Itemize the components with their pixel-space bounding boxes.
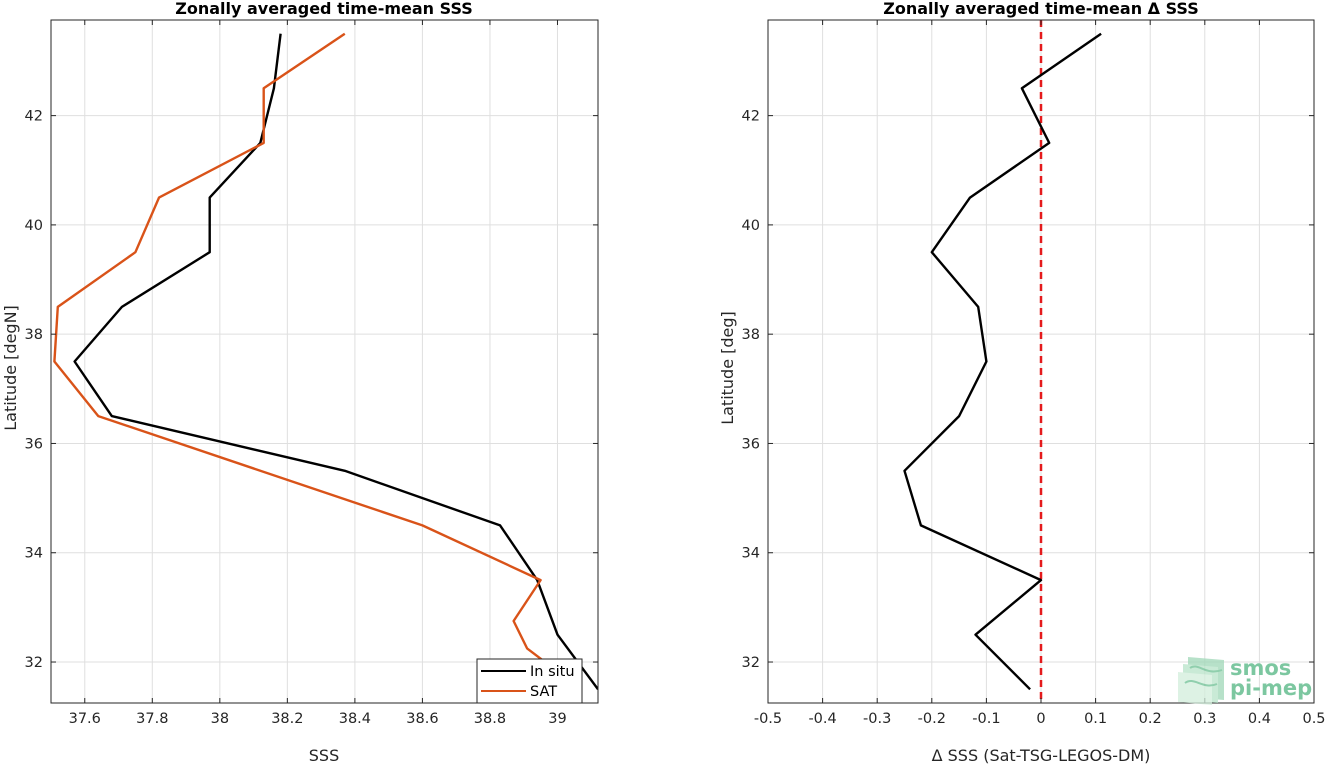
right-y-tick-label: 38 [742,327,760,343]
logo-text-smos: smos [1230,656,1291,680]
left-y-label: Latitude [degN] [1,305,20,431]
left-y-tick-label: 36 [25,436,43,452]
right-x-tick-label: 0.2 [1139,711,1162,727]
left-panel: 37.6 37.8 38 38.2 38.4 38.6 38.8 39 32 34 36 38 40 4… [1,0,599,764]
right-x-tick-label: -0.3 [863,711,891,727]
right-x-label: Δ SSS (Sat-TSG-LEGOS-DM) [932,746,1151,764]
right-y-tick-label: 40 [742,218,760,234]
left-title: Zonally averaged time-mean SSS [175,0,473,18]
logo-text-pi-mep: pi-mep [1230,676,1312,700]
right-x-tick-label: 0 [1036,711,1045,727]
right-x-ticks: -0.5 -0.4 -0.3 -0.2 -0.1 0 0.1 0.2 0.3 0.4 0.5 [754,20,1326,727]
right-panel: -0.5 -0.4 -0.3 -0.2 -0.1 0 0.1 0.2 0.3 0.4 0.5 323… [718,0,1326,764]
right-y-ticks: 32 34 36 38 40 42 [742,109,1314,671]
left-grid [51,20,598,703]
left-x-tick-label: 39 [548,711,566,727]
right-x-tick-label: -0.5 [754,711,782,727]
logo-mark [1178,657,1224,705]
left-x-label: SSS [309,746,339,764]
left-axes-box [50,19,599,704]
right-y-tick-label: 42 [742,109,760,125]
right-y-label: Latitude [deg] [718,311,737,425]
right-y-tick-label: 36 [742,436,760,452]
left-y-tick-label: 38 [25,327,43,343]
left-x-tick-label: 37.6 [69,711,101,727]
right-series-line-delta-sss [903,32,1102,691]
left-y-tick-label: 34 [25,546,43,562]
left-x-tick-label: 38.6 [406,711,438,727]
legend-box [476,658,583,704]
left-series [53,32,598,691]
left-y-tick-label: 40 [25,218,43,234]
legend: In situ SAT [476,658,583,704]
left-x-ticks: 37.6 37.8 38 38.2 38.4 38.6 38.8 39 [69,20,567,727]
right-series [903,32,1102,691]
left-x-tick-label: 38 [211,711,229,727]
right-x-tick-label: 0.3 [1193,711,1216,727]
right-x-tick-label: 0.1 [1084,711,1107,727]
left-y-ticks: 32 34 36 38 40 42 [25,109,598,671]
left-x-tick-label: 37.8 [136,711,168,727]
legend-label-in-situ: In situ [530,664,575,680]
right-title: Zonally averaged time-mean Δ SSS [883,0,1199,18]
left-y-tick-label: 42 [25,109,43,125]
left-x-tick-label: 38.4 [339,711,371,727]
smos-pi-mep-logo: smos pi-mep [1178,656,1312,705]
right-x-tick-label: -0.1 [972,711,1000,727]
right-y-tick-label: 32 [742,655,760,671]
left-series-line-in-situ [73,33,598,691]
left-x-tick-label: 38.8 [474,711,506,727]
right-y-tick-label: 34 [742,546,760,562]
right-x-tick-label: -0.4 [808,711,836,727]
left-y-tick-label: 32 [25,655,43,671]
right-x-tick-label: -0.2 [918,711,946,727]
left-x-tick-label: 38.2 [271,711,303,727]
left-series-line-sat [53,32,582,691]
right-x-tick-label: 0.4 [1248,711,1271,727]
right-x-tick-label: 0.5 [1302,711,1325,727]
legend-label-sat: SAT [530,684,557,700]
